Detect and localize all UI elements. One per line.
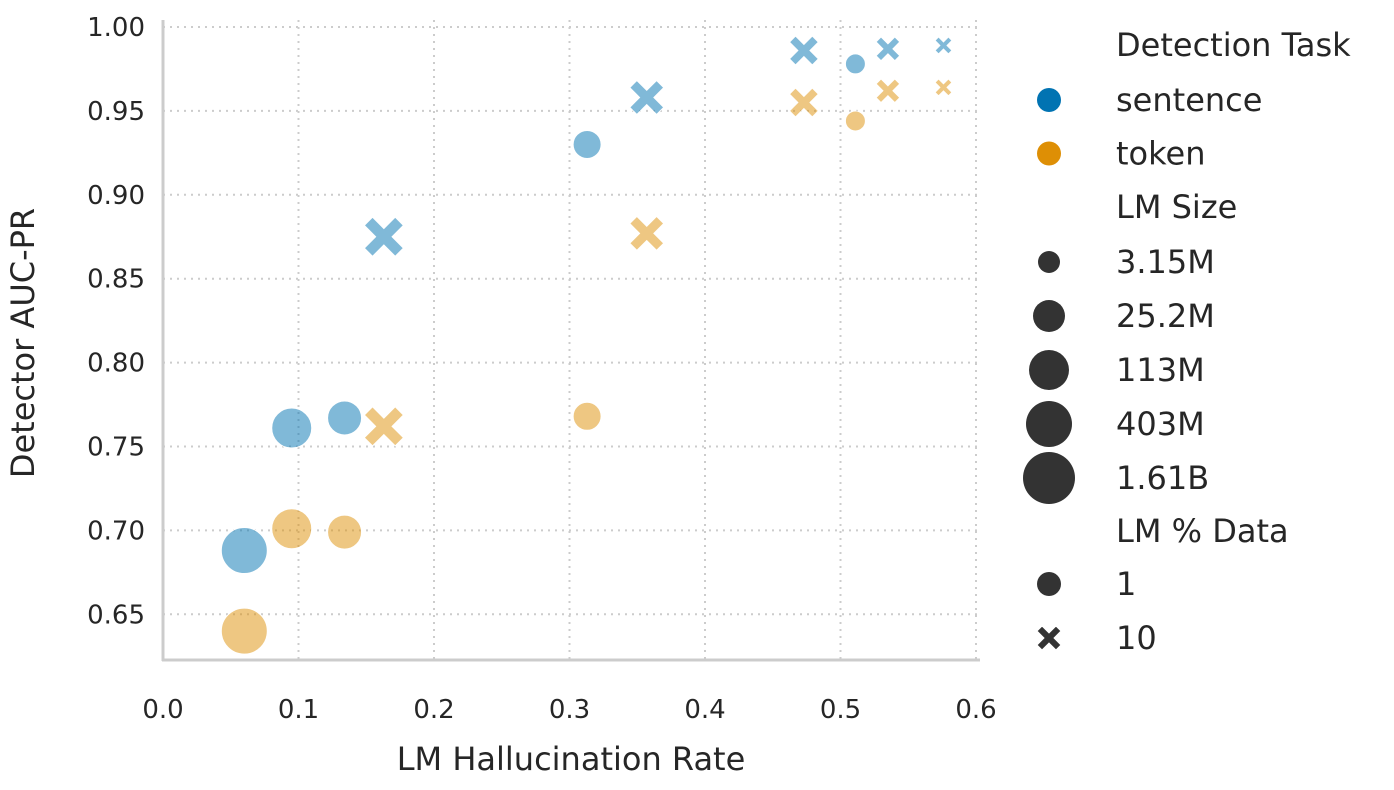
x-tick-label: 0.6 (955, 695, 996, 725)
legend-size-label: 1.61B (1116, 459, 1209, 497)
token-cross-point (363, 406, 405, 447)
legend-style-label: 10 (1116, 619, 1157, 657)
y-tick-label: 1.00 (87, 13, 145, 43)
legend: Detection Task sentence token LM Size 3.15M 2… (1023, 26, 1351, 657)
legend-label-sentence: sentence (1116, 81, 1262, 119)
sentence-cross-point (629, 79, 665, 116)
x-tick-label: 0.1 (278, 695, 319, 725)
sentence-cross-point (363, 216, 405, 258)
axes: 0.0 0.1 0.2 0.3 0.4 0.5 0.6 0.65 0.70 0.75 0.80 0.8… (87, 13, 997, 725)
legend-marker-token (1037, 141, 1061, 166)
sentence-point (844, 53, 866, 75)
sentence-point (271, 407, 313, 449)
legend-marker-sentence (1037, 88, 1061, 112)
x-axis-label: LM Hallucination Rate (397, 740, 746, 778)
y-tick-label: 0.65 (87, 600, 145, 630)
grid (163, 20, 980, 660)
legend-label-token: token (1116, 135, 1205, 173)
token-cross-point (629, 215, 665, 252)
y-tick-label: 0.80 (87, 349, 145, 379)
x-tick-label: 0.3 (549, 695, 590, 725)
legend-size-label: 113M (1116, 351, 1205, 389)
sentence-point (220, 527, 268, 575)
token-cross-point (875, 78, 901, 104)
legend-size-marker (1038, 251, 1060, 273)
y-axis-label: Detector AUC-PR (4, 208, 42, 478)
legend-cross-marker (1036, 625, 1062, 651)
token-point (327, 514, 363, 550)
sentence-point (572, 129, 602, 159)
token-point (220, 607, 268, 655)
legend-title-lm-data: LM % Data (1116, 512, 1289, 550)
sentence-cross-point (788, 35, 820, 66)
legend-size-marker (1029, 350, 1069, 390)
y-tick-label: 0.70 (87, 516, 145, 546)
token-point (844, 110, 866, 132)
y-tick-label: 0.85 (87, 265, 145, 295)
legend-title-lm-size: LM Size (1116, 188, 1237, 226)
y-tick-label: 0.90 (87, 181, 145, 211)
legend-size-label: 25.2M (1116, 297, 1215, 335)
sentence-point (327, 400, 363, 436)
y-tick-label: 0.75 (87, 433, 145, 463)
data-points (220, 35, 953, 655)
token-cross-point (934, 78, 953, 97)
x-tick-label: 0.4 (684, 695, 725, 725)
x-tick-label: 0.0 (142, 695, 183, 725)
sentence-cross-point (875, 36, 901, 62)
legend-style-label: 1 (1116, 565, 1136, 603)
legend-size-marker (1023, 452, 1075, 504)
legend-size-label: 3.15M (1116, 243, 1215, 281)
token-point (271, 508, 313, 550)
x-tick-label: 0.5 (820, 695, 861, 725)
token-cross-point (788, 87, 820, 118)
y-tick-label: 0.95 (87, 97, 145, 127)
legend-size-marker (1026, 401, 1072, 447)
token-point (572, 401, 602, 431)
legend-size-label: 403M (1116, 405, 1205, 443)
legend-title-detection-task: Detection Task (1116, 26, 1351, 64)
legend-circle-marker (1037, 572, 1061, 596)
legend-size-marker (1033, 300, 1065, 332)
x-tick-label: 0.2 (413, 695, 454, 725)
sentence-cross-point (934, 36, 953, 55)
